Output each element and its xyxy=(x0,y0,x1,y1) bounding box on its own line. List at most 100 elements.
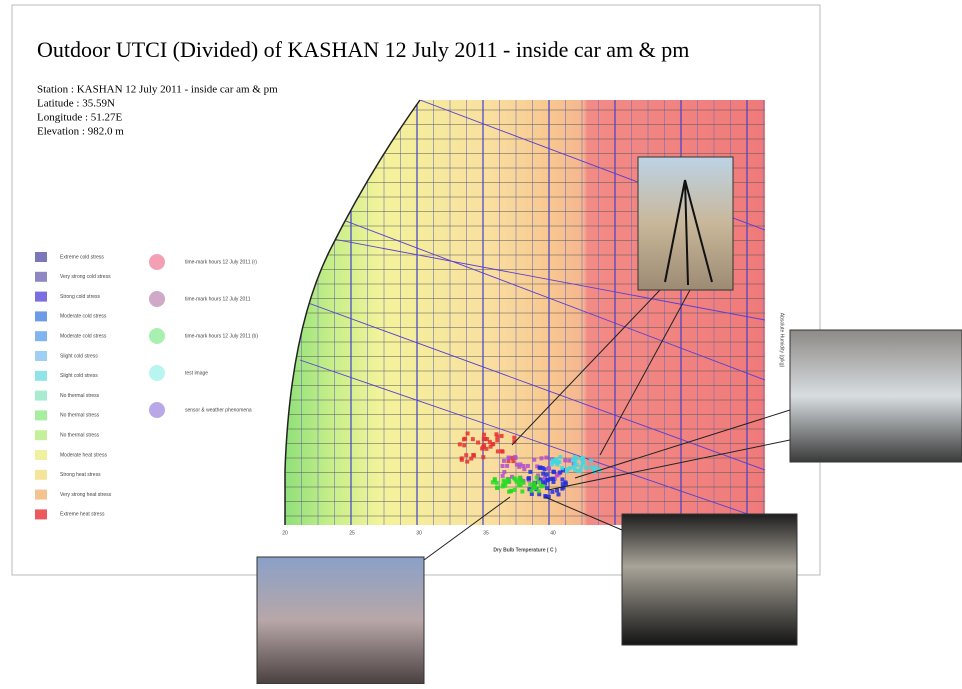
legend-label: time-mark hours 12 July 2011 (r) xyxy=(185,259,257,265)
tripod xyxy=(664,179,713,286)
data-point xyxy=(563,480,568,485)
data-point xyxy=(594,465,599,470)
data-point xyxy=(512,487,517,492)
data-point xyxy=(545,478,550,483)
diagonal-line xyxy=(299,359,765,521)
data-point xyxy=(491,442,496,447)
data-point xyxy=(476,440,481,445)
legend-swatch xyxy=(35,410,47,421)
data-point xyxy=(534,475,539,480)
data-point xyxy=(567,458,572,463)
data-point xyxy=(550,489,555,494)
data-point xyxy=(565,467,570,472)
data-point xyxy=(492,477,497,482)
legend-swatch xyxy=(35,489,47,500)
data-point xyxy=(558,470,563,475)
legend-label: No thermal stress xyxy=(60,413,100,419)
data-point xyxy=(543,481,548,486)
data-point xyxy=(560,465,565,470)
data-point xyxy=(537,492,542,497)
legend-marker xyxy=(149,365,165,381)
data-point xyxy=(551,479,556,484)
data-point xyxy=(483,437,488,442)
data-point xyxy=(541,480,546,485)
data-point xyxy=(552,470,557,475)
data-point xyxy=(520,489,525,494)
station-info: Station : KASHAN 12 July 2011 - inside c… xyxy=(37,84,278,138)
data-point xyxy=(517,482,522,487)
data-point xyxy=(589,458,594,463)
data-point xyxy=(539,456,544,461)
data-point xyxy=(546,466,551,471)
legend-label: Extreme cold stress xyxy=(60,254,104,260)
legend-swatch xyxy=(35,509,47,520)
legend-label: Moderate heat stress xyxy=(60,452,107,458)
data-point xyxy=(535,464,540,469)
data-point xyxy=(517,464,522,469)
data-point xyxy=(532,484,537,489)
x-tick-label: 25 xyxy=(349,530,355,536)
data-point xyxy=(529,488,534,493)
legend-label: time-mark hours 12 July 2011 xyxy=(185,296,251,302)
data-point xyxy=(482,432,487,437)
legend-marker xyxy=(149,254,165,270)
data-point xyxy=(528,469,533,474)
data-point xyxy=(573,458,578,463)
data-point xyxy=(551,476,556,481)
data-point xyxy=(560,486,565,491)
legend-swatch xyxy=(35,450,47,460)
info-line: Station : KASHAN 12 July 2011 - inside c… xyxy=(37,84,278,96)
data-point xyxy=(499,449,504,454)
legend-label: test image xyxy=(185,370,208,376)
data-point xyxy=(579,464,584,469)
data-point xyxy=(487,439,492,444)
data-point xyxy=(513,455,518,460)
data-point xyxy=(544,472,549,477)
data-point xyxy=(536,489,541,494)
data-point xyxy=(501,482,506,487)
data-point xyxy=(465,431,470,436)
data-point xyxy=(510,455,515,460)
saturation-curve xyxy=(284,99,421,525)
data-point xyxy=(578,468,583,473)
data-point xyxy=(550,462,555,467)
data-point xyxy=(494,432,499,437)
data-point xyxy=(536,480,541,485)
data-point xyxy=(541,471,546,476)
data-point xyxy=(526,476,531,481)
diagonal-line xyxy=(299,299,765,471)
data-point xyxy=(488,444,493,449)
data-point xyxy=(469,456,474,461)
data-point xyxy=(495,485,500,490)
data-point xyxy=(484,446,489,451)
legend-marker xyxy=(149,328,165,344)
data-point xyxy=(560,477,565,482)
data-point xyxy=(521,463,526,468)
data-point xyxy=(481,455,486,460)
legend-label: Moderate cold stress xyxy=(60,314,107,320)
data-point xyxy=(495,449,500,454)
data-point xyxy=(567,466,572,471)
data-point xyxy=(505,463,510,468)
photo-city-evening xyxy=(256,556,425,685)
legend-swatch xyxy=(35,351,47,361)
data-point xyxy=(571,465,576,470)
data-point xyxy=(500,463,505,468)
data-point xyxy=(522,467,527,472)
legend-swatch xyxy=(35,430,47,441)
data-point xyxy=(573,467,578,472)
legend-swatch xyxy=(35,311,47,322)
data-point xyxy=(514,479,519,484)
data-point xyxy=(519,478,524,483)
data-point xyxy=(542,467,547,472)
legend-swatch xyxy=(35,271,47,282)
data-point xyxy=(501,458,506,463)
data-point xyxy=(470,437,475,442)
data-point xyxy=(506,480,511,485)
data-point xyxy=(556,492,561,497)
legend-swatch xyxy=(35,390,47,401)
diagonal-line xyxy=(285,229,765,321)
data-point xyxy=(507,489,512,494)
legend-label: time-mark hours 12 July 2011 (b) xyxy=(185,333,258,339)
data-point xyxy=(502,470,507,475)
